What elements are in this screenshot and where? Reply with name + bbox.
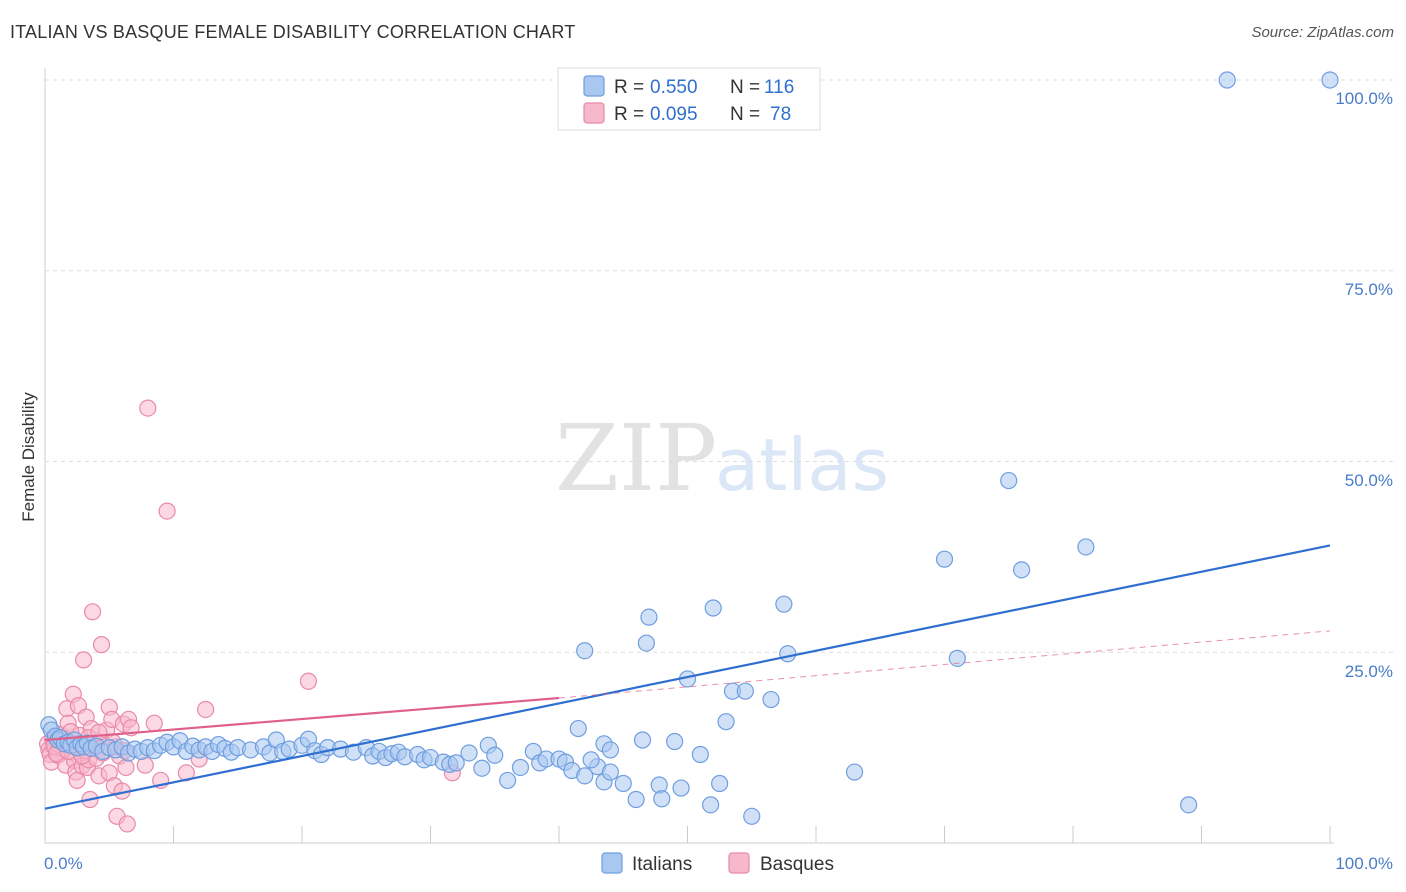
italians-point [601,741,620,759]
legend-swatch-italians [583,75,605,97]
italians-point [640,608,658,626]
italians-point [736,682,754,700]
italians-point [704,599,722,617]
trend-lines [44,544,1331,810]
italians-point [486,746,504,764]
basques-point [118,815,136,833]
y-tick-label: 25.0% [1345,662,1393,681]
italians-point [779,645,797,663]
italians-point [935,550,954,568]
italians-point [447,754,465,772]
bottom-legend-label-italians: Italians [632,854,692,875]
y-tick-label: 50.0% [1345,471,1393,490]
italians-point [569,719,587,738]
italians-point [460,744,478,762]
italians-point [633,731,652,749]
legend-r-label-italians: R = [614,77,644,98]
basques-point [139,399,157,417]
italians-point [672,779,690,797]
basques-point [158,502,176,520]
legend-r-value-basques: 0.095 [650,104,698,125]
italians-trendline [44,544,1331,810]
italians-series [40,71,1339,825]
italians-point [653,790,671,808]
italians-point [845,763,864,781]
basques-point [83,603,102,621]
grid-lines [45,79,1394,653]
tick-labels: 25.0% 50.0% 75.0% 100.0% 0.0% 100.0% [44,89,1393,873]
basques-point [68,771,86,790]
italians-point [614,774,632,793]
bottom-legend-swatch-italians [601,852,623,874]
basques-point [117,758,135,777]
basques-point [299,672,318,690]
italians-point [711,774,729,793]
x-tick-label: 0.0% [44,854,83,873]
y-axis-label: Female Disability [19,392,38,522]
basques-point [197,700,215,719]
italians-point [948,649,966,667]
basques-trendline [44,696,560,742]
italians-point [511,758,530,777]
italians-point [601,763,620,781]
italians-point [582,751,600,769]
bottom-legend-label-basques: Basques [760,854,834,875]
italians-point [576,642,594,660]
y-tick-label: 100.0% [1335,89,1393,108]
italians-point [1012,561,1031,579]
watermark-zip: ZIP [555,405,717,512]
italians-point [473,759,491,777]
italians-point [702,796,720,814]
italians-point [1000,471,1018,490]
italians-point [576,767,594,785]
legend-swatch-basques [583,102,605,124]
basques-point [145,714,163,732]
italians-point [1180,796,1198,814]
legend-r-value-italians: 0.550 [650,77,698,98]
y-tick-label: 75.0% [1345,280,1393,299]
legend-n-label-italians: N = [730,77,760,98]
basques-trendline-extension [558,630,1331,699]
correlation-legend: R = 0.550 N = 116 R = 0.095 N = 78 [557,67,821,131]
axes [44,68,1334,844]
italians-point [499,771,517,790]
italians-point [691,745,709,764]
chart-title: ITALIAN VS BASQUE FEMALE DISABILITY CORR… [10,22,576,42]
italians-point [1218,71,1236,89]
bottom-legend-swatch-basques [728,852,750,874]
italians-point [666,732,684,751]
basques-point [74,651,93,669]
italians-point [637,634,655,652]
italians-point [1321,71,1339,89]
x-tick-label: 100.0% [1335,854,1393,873]
series-legend: Italians Basques [601,852,834,875]
legend-r-label-basques: R = [614,104,644,125]
italians-point [627,790,645,809]
watermark: ZIP atlas [555,405,889,512]
legend-n-label-basques: N = [730,104,760,125]
watermark-atlas: atlas [715,423,889,507]
italians-point [743,807,761,825]
italians-point [717,713,735,731]
italians-point [775,595,793,613]
legend-n-value-italians: 116 [764,77,794,98]
italians-point [762,690,780,709]
basques-point [92,636,111,654]
legend-n-value-basques: 78 [770,104,791,125]
italians-point [1077,538,1095,556]
chart-source: Source: ZipAtlas.com [1251,24,1394,41]
